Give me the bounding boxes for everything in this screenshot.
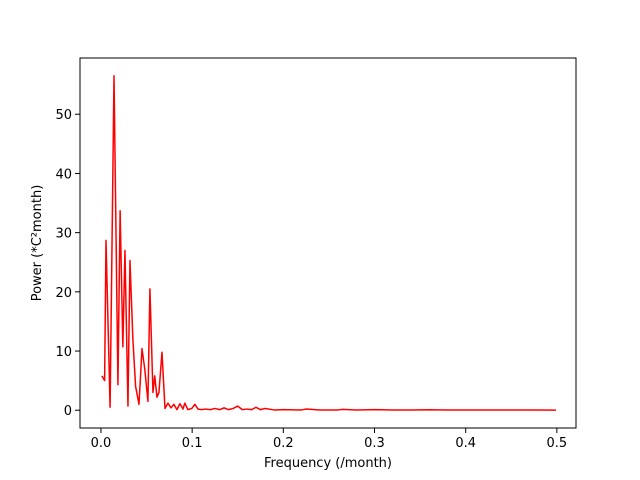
y-tick-label: 20 bbox=[55, 286, 72, 301]
y-tick-label: 50 bbox=[55, 108, 72, 123]
y-axis-label: Power (*C²month) bbox=[30, 185, 45, 302]
y-tick-label: 40 bbox=[55, 167, 72, 182]
x-tick-label: 0.4 bbox=[455, 436, 476, 451]
y-tick-label: 0 bbox=[64, 404, 72, 419]
data-line bbox=[101, 75, 556, 411]
axes-frame bbox=[79, 57, 577, 429]
x-tick-label: 0.2 bbox=[273, 436, 294, 451]
x-tick-label: 0.3 bbox=[364, 436, 385, 451]
x-tick-label: 0.5 bbox=[547, 436, 568, 451]
x-tick-label: 0.1 bbox=[182, 436, 203, 451]
y-tick-label: 30 bbox=[55, 227, 72, 242]
x-tick-label: 0.0 bbox=[91, 436, 112, 451]
y-tick-label: 10 bbox=[55, 345, 72, 360]
x-axis-label: Frequency (/month) bbox=[264, 456, 392, 471]
